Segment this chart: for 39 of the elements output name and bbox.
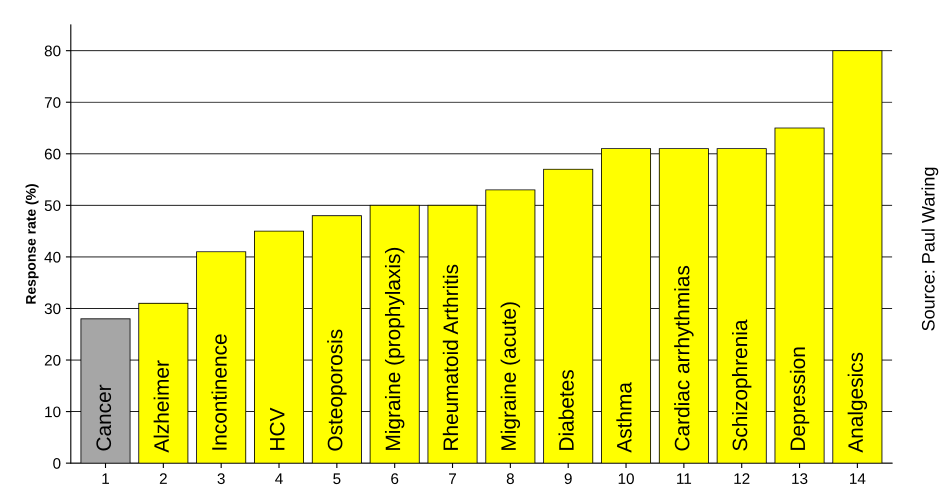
x-tick-label: 1 <box>102 473 110 484</box>
annotation: Asthma <box>616 382 632 453</box>
x-tick-label: 2 <box>160 473 167 484</box>
y-tick-label: 70 <box>44 97 60 108</box>
y-tick-label: 40 <box>44 252 60 263</box>
annotation: Osteoporosis <box>327 330 347 451</box>
x-tick-label: 5 <box>333 473 340 484</box>
y-tick-label: 50 <box>44 200 60 212</box>
annotation: Analgesics <box>848 352 868 453</box>
x-tick-label: 9 <box>564 473 572 484</box>
annotation: Depression <box>790 348 810 450</box>
annotation: Cardiac arrhythmias <box>674 266 694 451</box>
y-tick-label: 60 <box>44 148 60 160</box>
y-tick-label: 30 <box>44 303 60 314</box>
annotation: Schizophrenia <box>732 320 752 451</box>
x-tick-label: 4 <box>275 473 283 484</box>
y-tick-label: 20 <box>44 354 60 366</box>
annotation: HCV <box>270 408 285 450</box>
annotation: Cancer <box>96 384 112 451</box>
x-tick-label: 7 <box>449 473 456 484</box>
annotation: Rheumatoid Arthritis <box>442 264 458 450</box>
annotation: Migraine (prophylaxis) <box>384 248 404 450</box>
y-tick-label: 0 <box>53 458 60 469</box>
x-tick-label: 10 <box>618 473 634 484</box>
y-axis-title: Response rate (%) <box>26 184 39 304</box>
source-note: Source: Paul Waring <box>921 168 938 331</box>
annotation: Migraine (acute) <box>500 302 520 450</box>
y-tick-label: 10 <box>45 406 60 418</box>
y-tick-label: 80 <box>44 46 60 56</box>
annotation: Alzheimer <box>154 360 169 453</box>
x-tick-label: 13 <box>792 473 808 484</box>
x-tick-label: 11 <box>677 473 692 484</box>
x-tick-label: 12 <box>734 473 750 484</box>
x-tick-label: 14 <box>850 473 866 484</box>
x-tick-label: 3 <box>218 473 225 484</box>
annotation: Diabetes <box>558 370 574 450</box>
annotation: Incontinence <box>211 334 227 450</box>
x-tick-label: 8 <box>506 473 514 484</box>
x-tick-label: 6 <box>391 473 398 484</box>
